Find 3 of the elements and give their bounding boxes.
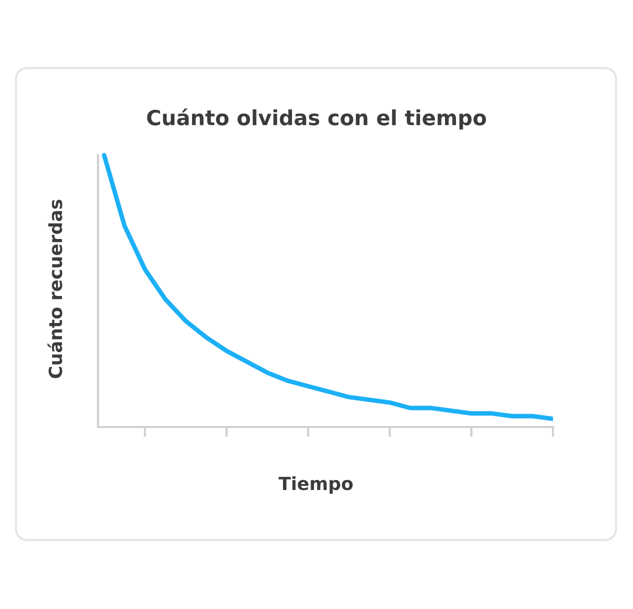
y-axis-title: Cuánto recuerdas bbox=[48, 200, 62, 378]
chart-title: Cuánto olvidas con el tiempo bbox=[147, 108, 486, 130]
x-axis-title: Tiempo bbox=[278, 476, 353, 494]
